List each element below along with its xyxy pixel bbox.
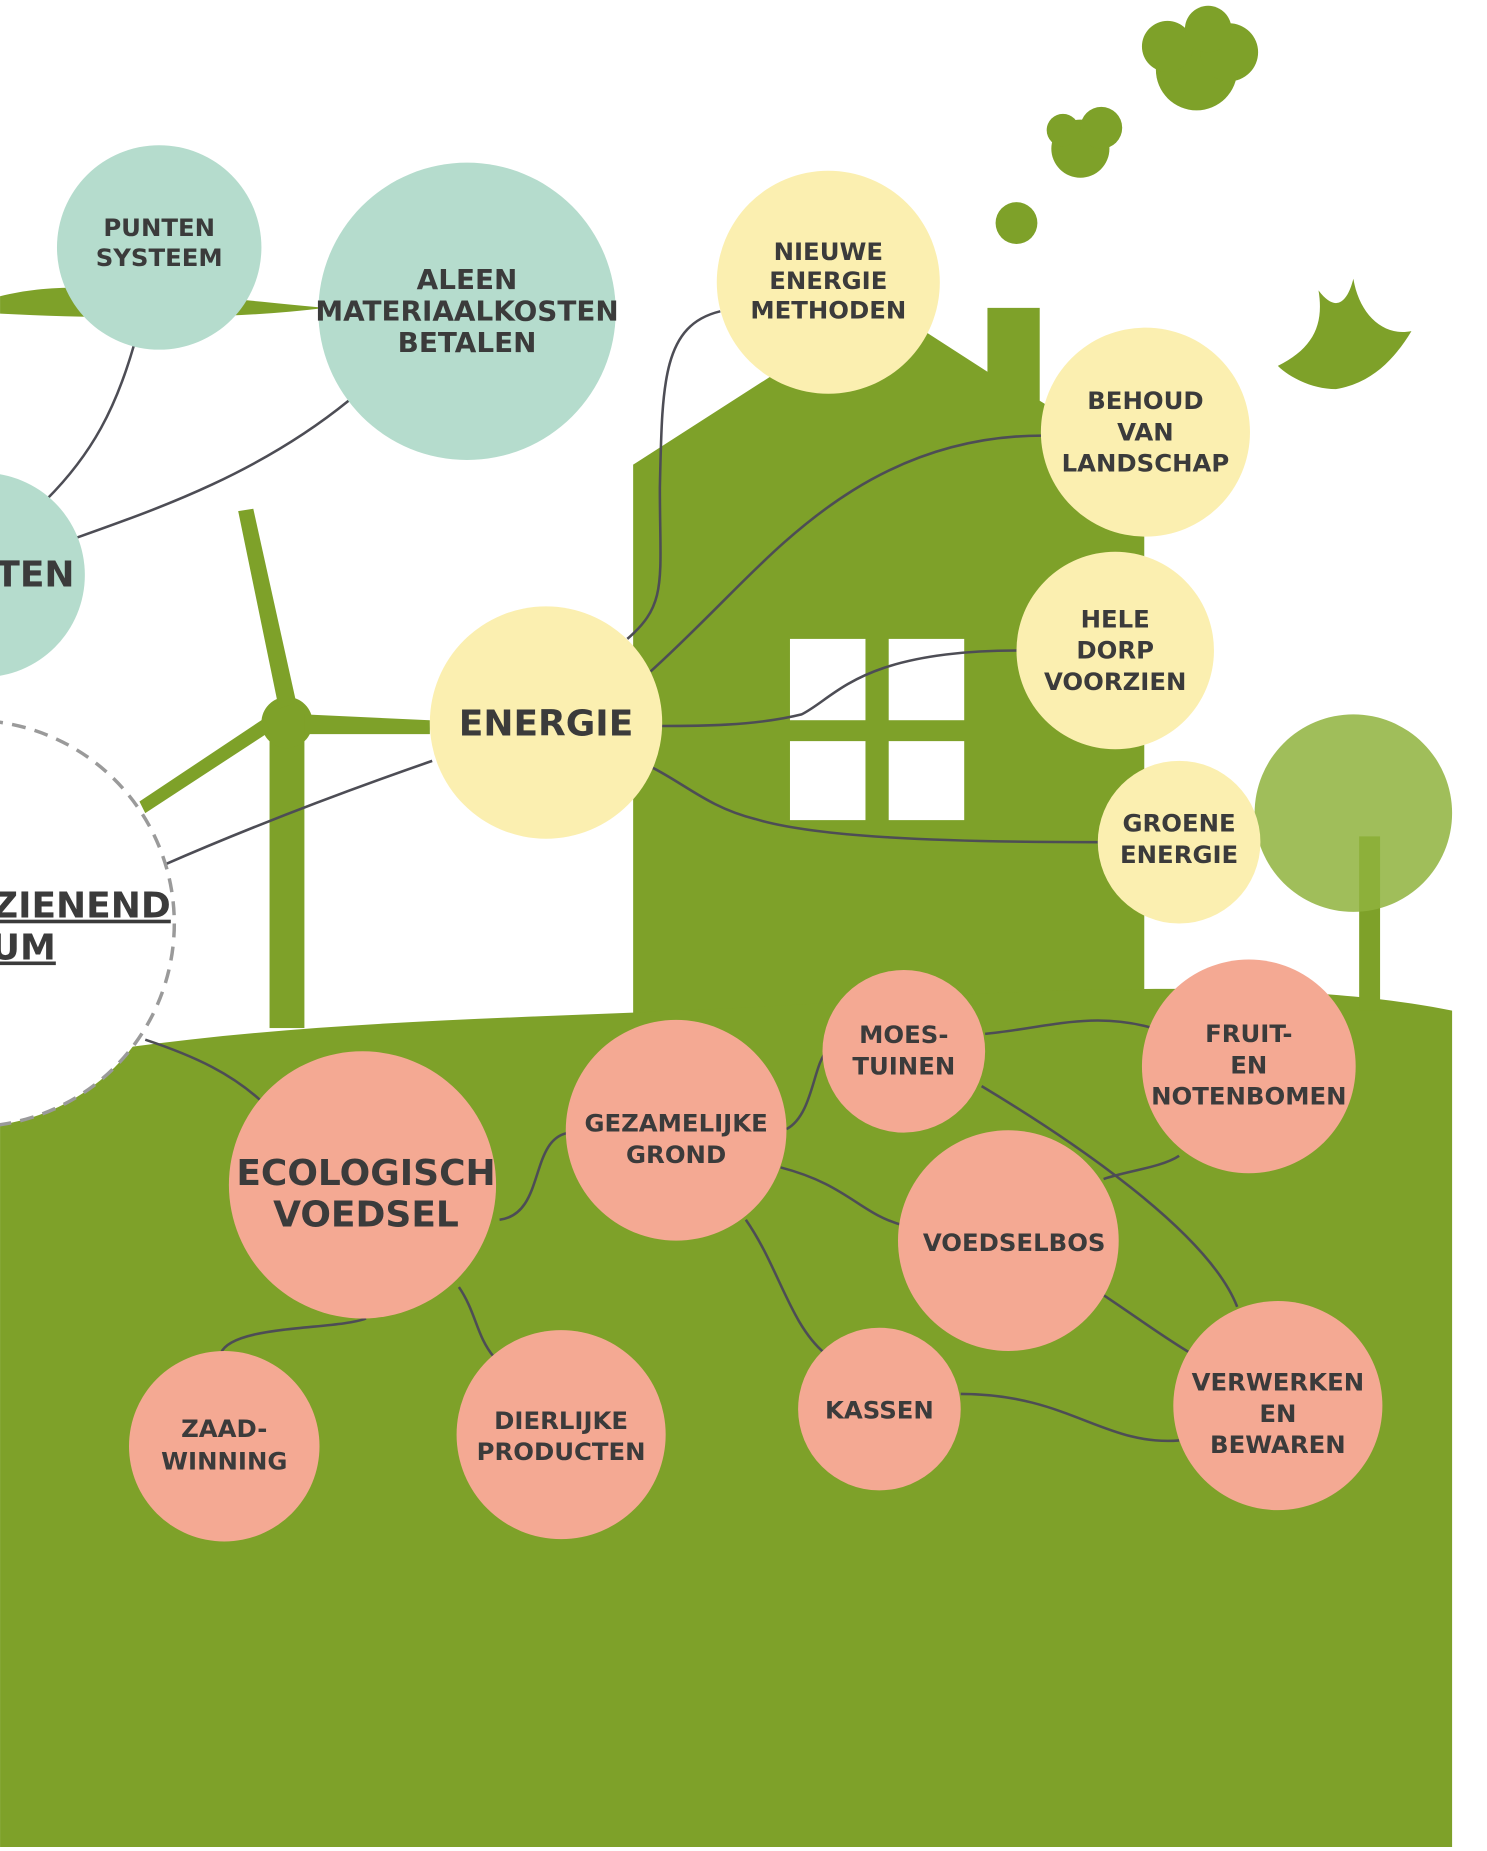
label-line: MATERIAALKOSTEN [315, 295, 618, 328]
label-line: ZIENEND [0, 886, 171, 927]
label-line: GROENE [1123, 809, 1236, 838]
label-line: BEWAREN [1210, 1430, 1346, 1459]
label-line: MOES- [859, 1020, 948, 1049]
label-line: EN [1259, 1399, 1296, 1428]
right-margin [1454, 0, 1487, 1847]
label-line: METHODEN [750, 295, 906, 324]
label-line: ENERGIE [459, 703, 634, 744]
label-line: PUNTEN [103, 213, 215, 242]
label-line: EN [1230, 1050, 1267, 1079]
label-line: VOEDSEL [273, 1195, 459, 1236]
label-line: LANDSCHAP [1062, 449, 1230, 478]
label-line: BEHOUD [1087, 386, 1203, 415]
label-line: ALEEN [417, 263, 518, 296]
node-label: VOEDSELBOS [923, 1228, 1106, 1257]
mind-map: PUNTENSYSTEEM ALEENMATERIAALKOSTENBETALE… [0, 0, 1487, 1847]
node-label: TEN [0, 555, 75, 596]
label-line: VOEDSELBOS [923, 1228, 1106, 1257]
node-label: KASSEN [825, 1395, 934, 1424]
label-line: TEN [0, 555, 75, 596]
label-line: HELE [1081, 604, 1150, 633]
label-line: BETALEN [398, 326, 537, 359]
label-line: PRODUCTEN [477, 1437, 646, 1466]
label-line: DIERLIJKE [494, 1406, 628, 1435]
label-line: GEZAMELIJKE [584, 1108, 767, 1137]
label-line: NOTENBOMEN [1151, 1082, 1346, 1111]
label-line: NIEUWE [774, 237, 883, 266]
label-line: WINNING [161, 1446, 287, 1475]
label-line: DORP [1076, 636, 1154, 665]
label-line: VOORZIEN [1044, 667, 1186, 696]
label-line: SYSTEEM [96, 243, 223, 272]
label-line: ZAAD- [181, 1414, 267, 1443]
node-label: ENERGIE [459, 703, 634, 744]
label-line: FRUIT- [1205, 1019, 1292, 1048]
label-line: VAN [1117, 417, 1173, 446]
label-line: ECOLOGISCH [236, 1153, 495, 1194]
label-line: GROND [626, 1140, 726, 1169]
label-line: TUINEN [852, 1052, 955, 1081]
label-line: UM [0, 928, 56, 969]
label-line: ENERGIE [1120, 840, 1238, 869]
label-line: VERWERKEN [1192, 1367, 1365, 1396]
label-line: ENERGIE [769, 266, 887, 295]
label-line: KASSEN [825, 1395, 934, 1424]
